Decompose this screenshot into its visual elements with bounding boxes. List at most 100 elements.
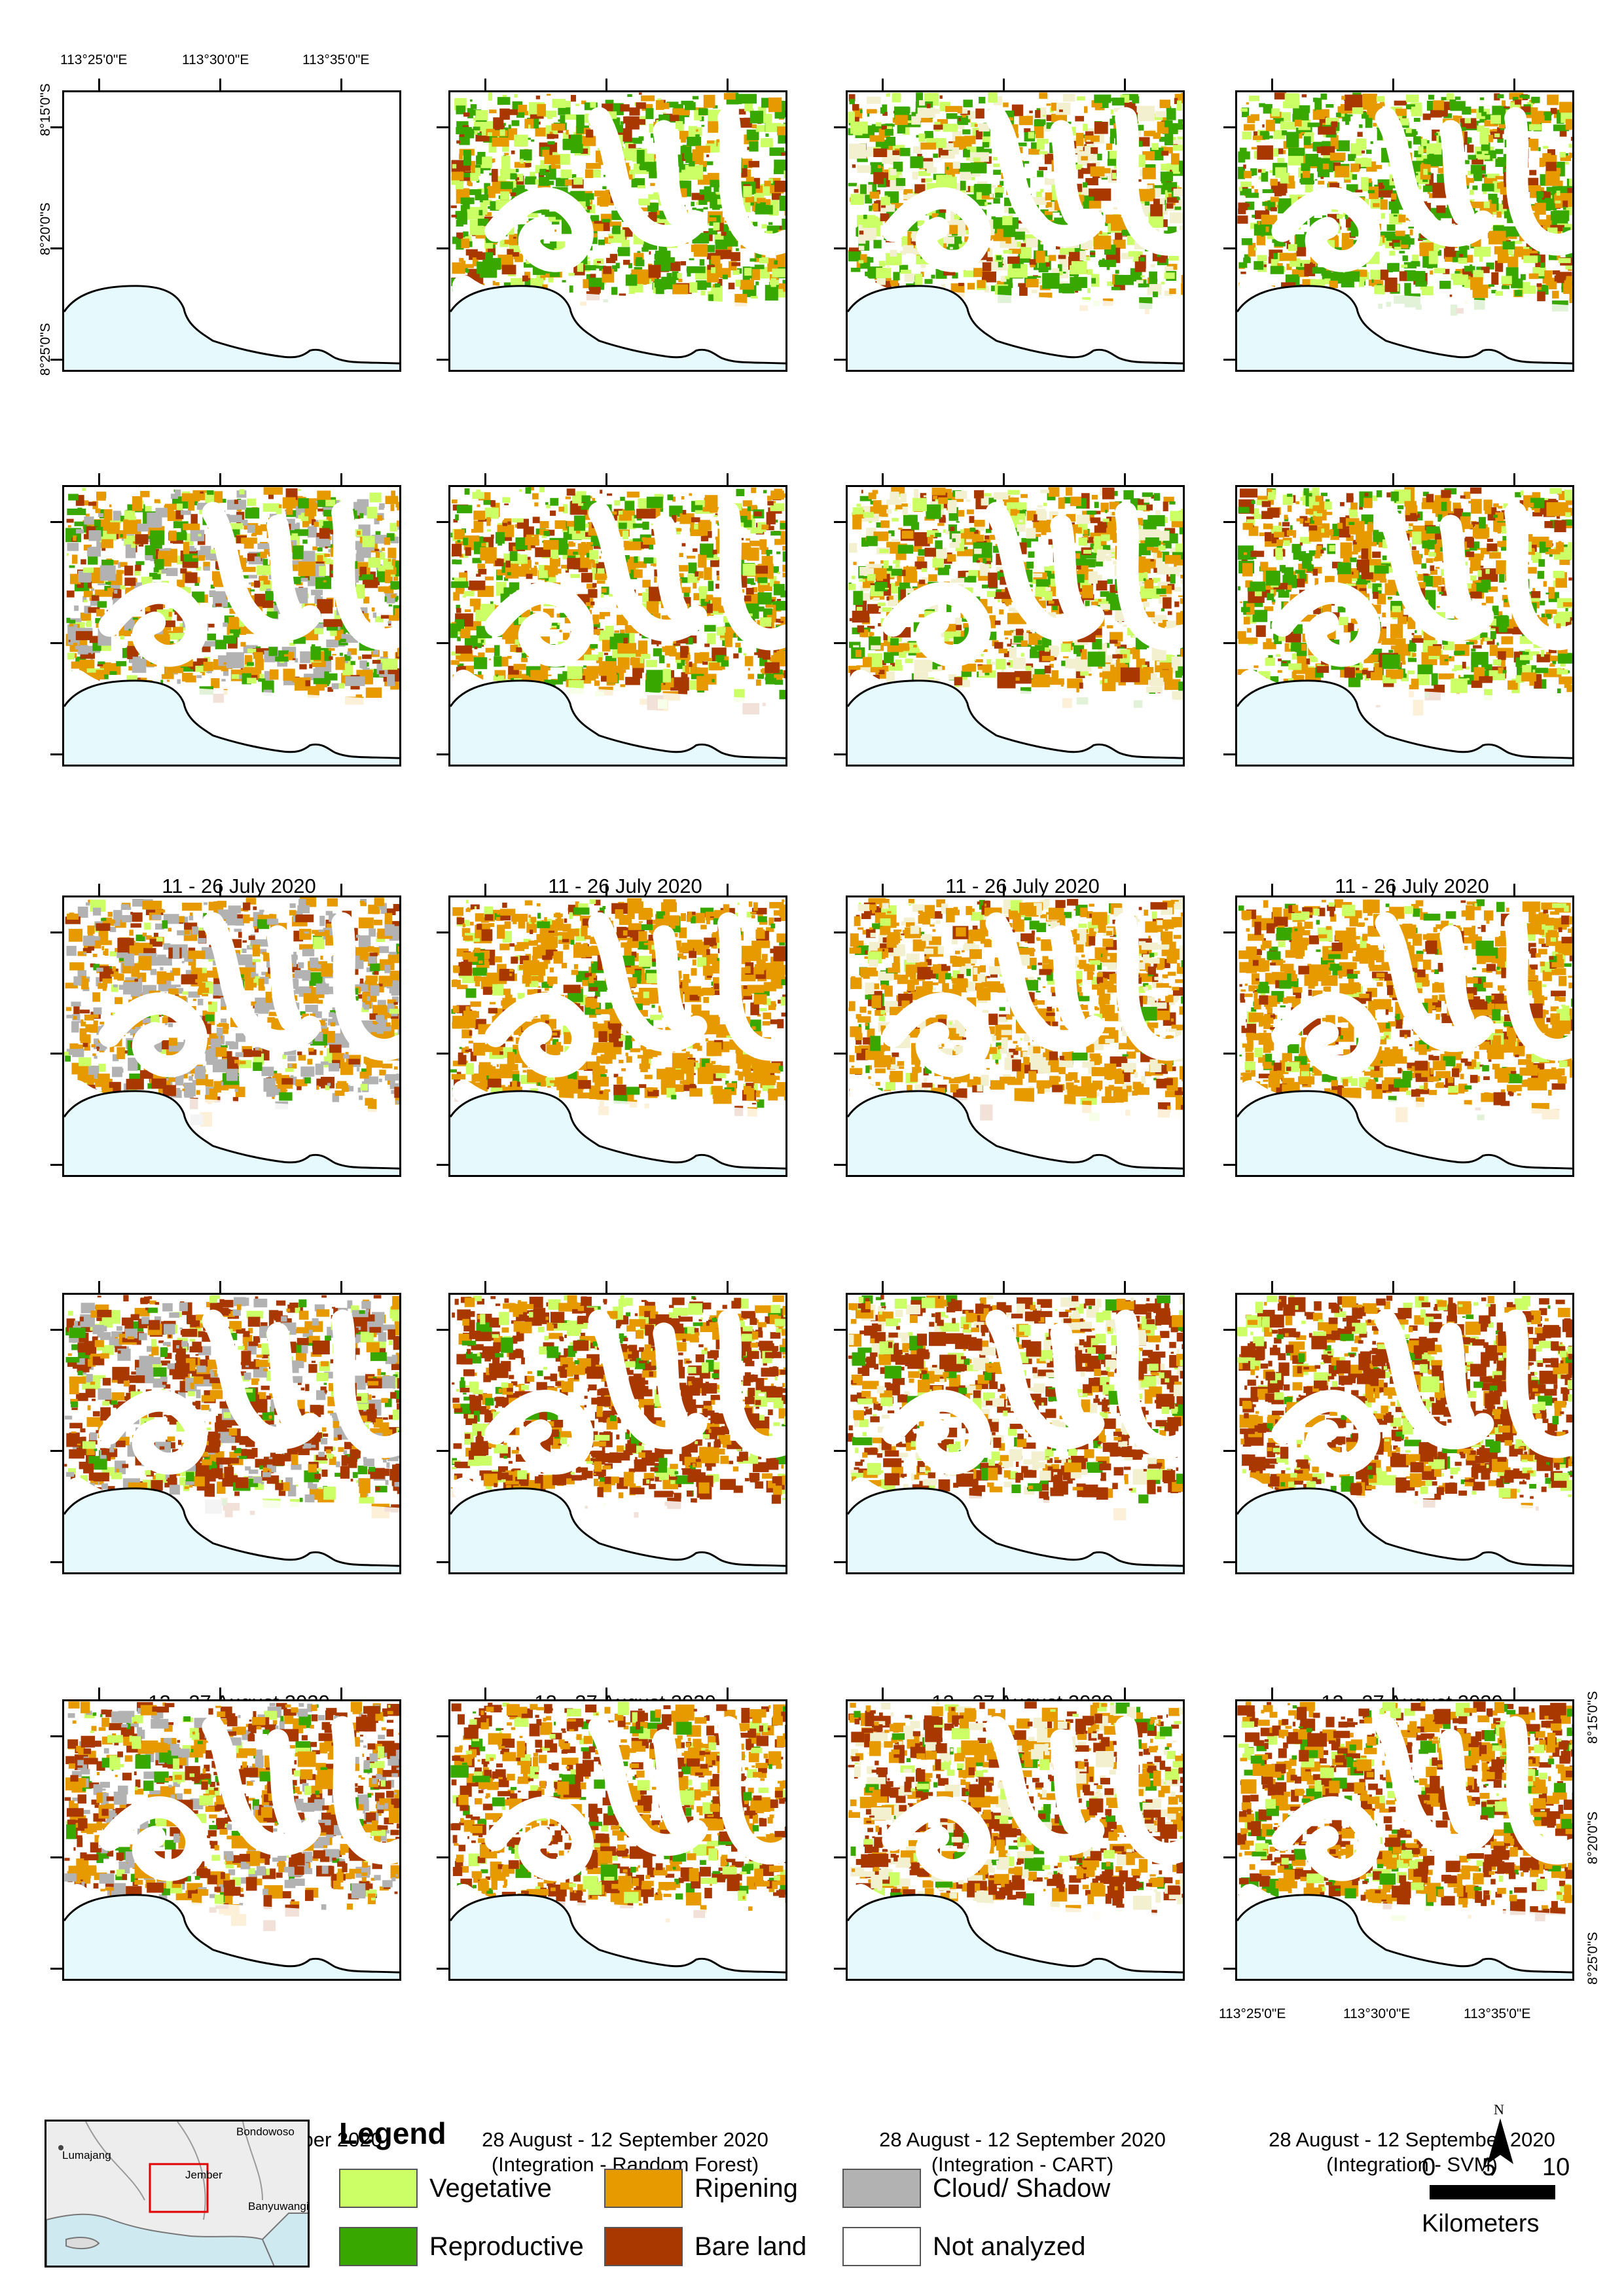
latitude-tick <box>834 1053 846 1055</box>
legend-label: Cloud/ Shadow <box>933 2174 1110 2203</box>
classification-raster <box>450 92 785 370</box>
latitude-tick <box>1223 931 1235 933</box>
sea-area <box>848 680 1183 765</box>
longitude-tick <box>1513 473 1515 485</box>
latitude-tick <box>1223 1735 1235 1737</box>
longitude-tick <box>1271 79 1273 90</box>
latitude-tick <box>437 1164 448 1166</box>
classification-raster <box>64 285 399 370</box>
longitude-tick <box>1392 884 1394 895</box>
longitude-tick <box>340 884 342 895</box>
lon-label-top-3: 113°35'0"E <box>302 52 369 68</box>
coastline <box>450 1487 785 1567</box>
lat-label-left-1: 8°15'0"S <box>38 83 54 136</box>
latitude-tick <box>50 753 62 755</box>
classification-raster <box>1237 92 1572 370</box>
latitude-tick <box>1223 521 1235 523</box>
map-panel: 27 July - 11 August 2020(Integration - S… <box>1223 884 1574 1350</box>
map-frame <box>1235 1699 1574 1981</box>
longitude-tick <box>98 1688 100 1699</box>
sea-area <box>450 1091 785 1175</box>
latitude-tick <box>50 1329 62 1331</box>
coastline <box>64 285 399 365</box>
map-frame <box>846 90 1185 372</box>
latitude-tick <box>834 642 846 644</box>
latitude-tick <box>437 359 448 361</box>
map-frame <box>448 485 787 767</box>
longitude-tick <box>1003 884 1005 895</box>
panel-method: (Integration - CART) <box>820 2152 1225 2177</box>
lat-label-left-3: 8°25'0"S <box>38 323 54 376</box>
longitude-tick <box>727 884 729 895</box>
latitude-tick <box>50 1053 62 1055</box>
longitude-tick <box>1513 884 1515 895</box>
legend-label: Bare land <box>695 2232 806 2262</box>
panel-period: 28 August - 12 September 2020 <box>820 2127 1225 2152</box>
map-panel: 12 - 27 August 2020(Integration - CART) <box>834 1281 1185 1739</box>
coastline <box>848 1894 1183 1974</box>
legend-swatch <box>339 2169 418 2208</box>
map-frame <box>846 1699 1185 1981</box>
latitude-tick <box>50 1735 62 1737</box>
legend-label: Vegetative <box>429 2174 552 2203</box>
map-panel: 27 July - 11 August 2020(Integration - R… <box>437 884 787 1350</box>
longitude-tick <box>1392 79 1394 90</box>
sea-area <box>64 680 399 765</box>
coastline <box>1237 1090 1572 1170</box>
map-panel: 25 June - 10 July 2020(Integration - SVM… <box>1223 79 1574 539</box>
latitude-tick <box>50 642 62 644</box>
sea-area <box>1237 1894 1572 1979</box>
lon-label-bottom-3: 113°35'0"E <box>1464 2006 1530 2022</box>
longitude-tick <box>219 884 221 895</box>
longitude-tick <box>1003 473 1005 485</box>
north-label: N <box>1494 2101 1504 2118</box>
longitude-tick <box>1124 79 1126 90</box>
classification-raster <box>848 487 1183 765</box>
longitude-tick <box>882 884 884 895</box>
sea-area <box>64 285 399 370</box>
panel-period: 28 August - 12 September 2020 <box>1209 2127 1615 2152</box>
map-panel: 11 - 26 July 2020(Integration - Random F… <box>437 473 787 922</box>
map-frame <box>62 485 401 767</box>
longitude-tick <box>1003 79 1005 90</box>
panel-period: 11 - 26 July 2020 <box>36 874 442 899</box>
sea-area <box>1237 285 1572 370</box>
map-panel: 27 July - 11 August 2020(Sentinel-2) <box>50 884 401 1350</box>
coastline <box>64 1894 399 1974</box>
sea-area <box>64 1894 399 1979</box>
legend-swatch <box>604 2227 683 2266</box>
latitude-tick <box>437 1968 448 1970</box>
coastline <box>1237 285 1572 365</box>
longitude-tick <box>882 1688 884 1699</box>
longitude-tick <box>605 1281 607 1293</box>
legend-label: Ripening <box>695 2174 798 2203</box>
latitude-tick <box>834 1450 846 1452</box>
map-panel: 27 July - 11 August 2020(Integration - C… <box>834 884 1185 1350</box>
sea-area <box>450 680 785 765</box>
coastline <box>450 679 785 759</box>
longitude-tick <box>727 1688 729 1699</box>
map-frame <box>448 1293 787 1574</box>
classification-raster <box>64 1295 399 1572</box>
longitude-tick <box>727 79 729 90</box>
longitude-tick <box>1124 884 1126 895</box>
map-panel: 28 August - 12 September 2020 (Integratio… <box>437 1688 787 2176</box>
coastline <box>450 285 785 365</box>
latitude-tick <box>50 247 62 249</box>
inset-place-jember: Jember <box>185 2169 223 2182</box>
coastline <box>848 679 1183 759</box>
latitude-tick <box>437 126 448 128</box>
map-frame <box>62 1293 401 1574</box>
longitude-tick <box>340 473 342 485</box>
latitude-tick <box>834 931 846 933</box>
longitude-tick <box>1392 1688 1394 1699</box>
latitude-tick <box>437 247 448 249</box>
longitude-tick <box>484 884 486 895</box>
longitude-tick <box>727 1281 729 1293</box>
longitude-tick <box>484 1281 486 1293</box>
map-frame <box>62 895 401 1177</box>
classification-raster <box>450 898 785 1175</box>
latitude-tick <box>834 1735 846 1737</box>
latitude-tick <box>437 1856 448 1858</box>
classification-raster <box>848 1701 1183 1979</box>
